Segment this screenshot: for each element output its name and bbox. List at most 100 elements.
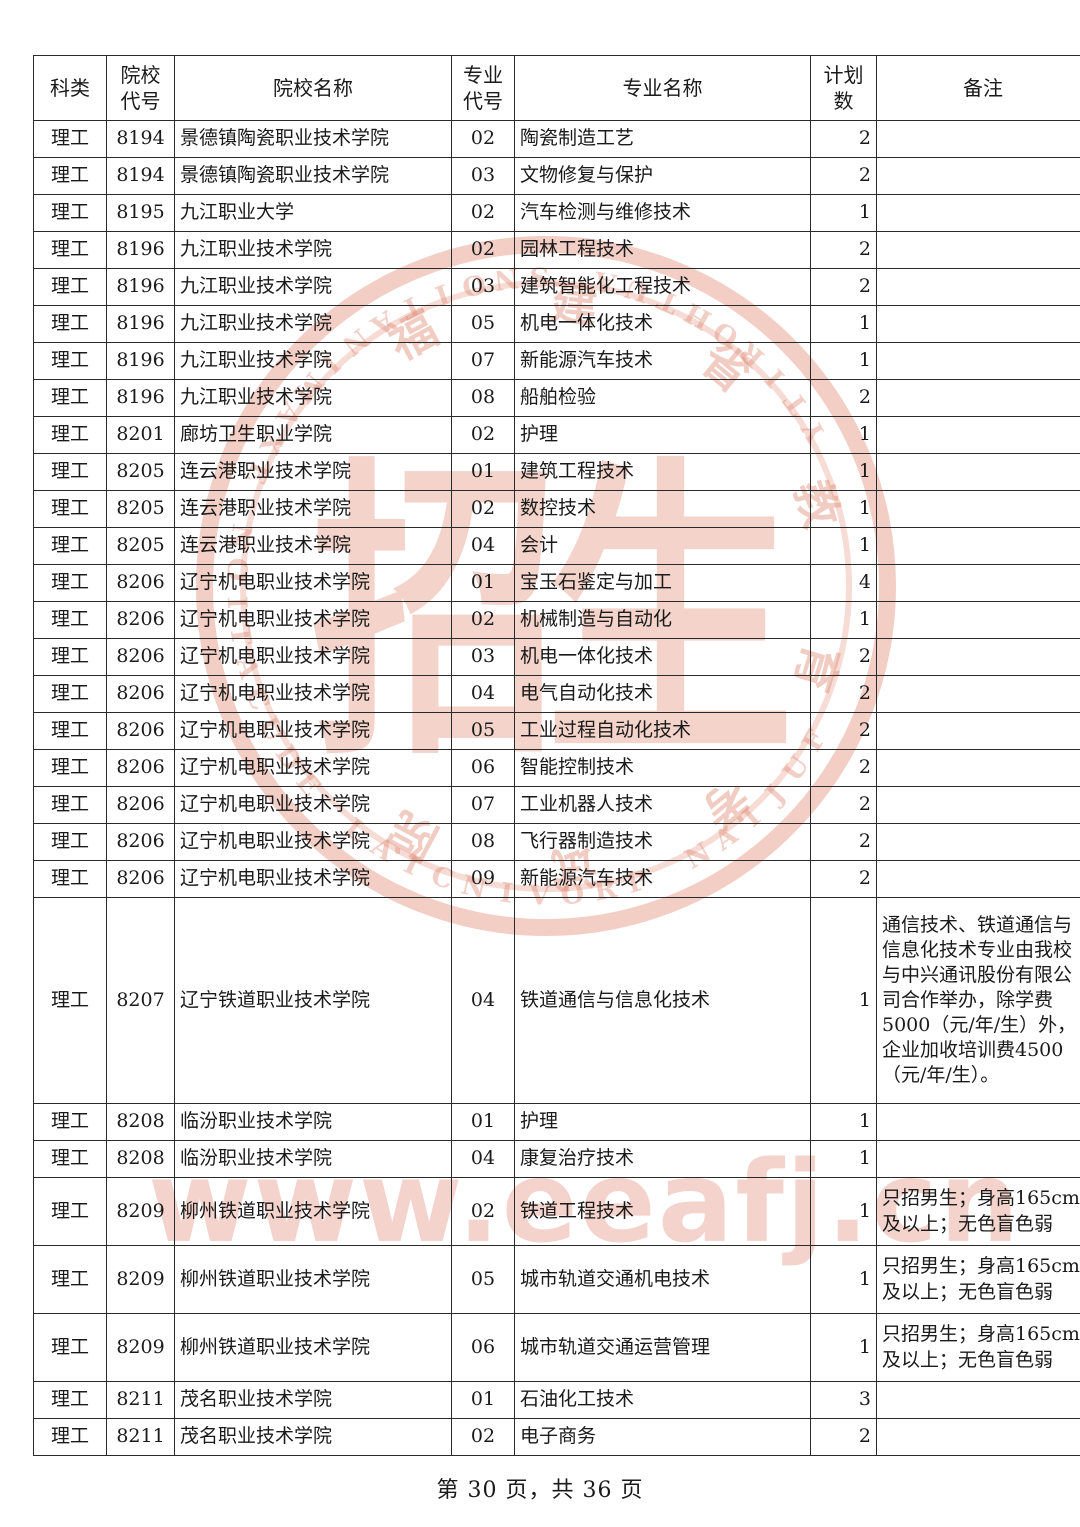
cell-major-name: 工业过程自动化技术 xyxy=(514,712,811,750)
cell-major-name-text: 汽车检测与维修技术 xyxy=(520,201,692,224)
cell-school-code-text: 8206 xyxy=(116,830,165,853)
cell-major-code-text: 03 xyxy=(470,645,496,668)
cell-school-name-text: 辽宁机电职业技术学院 xyxy=(180,608,371,631)
cell-subject: 理工 xyxy=(33,1140,107,1178)
cell-plan-count: 1 xyxy=(810,1177,877,1246)
cell-school-code-text: 8201 xyxy=(116,423,165,446)
cell-plan-count-text: 1 xyxy=(858,1199,871,1222)
cell-subject: 理工 xyxy=(33,194,107,232)
cell-plan-count: 1 xyxy=(810,601,877,639)
cell-school-code: 8196 xyxy=(106,268,175,306)
cell-major-name-text: 文物修复与保护 xyxy=(520,164,654,187)
column-header-remark: 备注 xyxy=(876,55,1080,121)
cell-school-code-text: 8206 xyxy=(116,867,165,890)
cell-plan-count-text: 1 xyxy=(858,1335,871,1358)
cell-school-name: 辽宁机电职业技术学院 xyxy=(174,638,452,676)
cell-plan-count-text: 2 xyxy=(858,645,871,668)
cell-major-code: 02 xyxy=(451,601,515,639)
cell-subject: 理工 xyxy=(33,1103,107,1141)
cell-subject-text: 理工 xyxy=(50,423,89,446)
cell-plan-count-text: 2 xyxy=(858,719,871,742)
cell-subject: 理工 xyxy=(33,675,107,713)
cell-major-code-text: 05 xyxy=(470,312,496,335)
cell-subject: 理工 xyxy=(33,897,107,1104)
cell-major-code-text: 08 xyxy=(470,386,496,409)
cell-plan-count: 1 xyxy=(810,453,877,491)
cell-remark-text: 只招男生；身高165cm及以上；无色盲色弱 xyxy=(882,1323,1080,1371)
cell-school-name: 九江职业技术学院 xyxy=(174,231,452,269)
cell-major-name-text: 宝玉石鉴定与加工 xyxy=(520,571,673,594)
cell-school-code: 8209 xyxy=(106,1313,175,1382)
cell-subject-text: 理工 xyxy=(50,830,89,853)
cell-subject-text: 理工 xyxy=(50,1425,89,1448)
cell-school-name: 辽宁机电职业技术学院 xyxy=(174,823,452,861)
table-row: 理工 8205 连云港职业技术学院 04 会计 1 xyxy=(33,527,1080,565)
cell-plan-count: 1 xyxy=(810,1140,877,1178)
cell-major-name-text: 建筑智能化工程技术 xyxy=(520,275,692,298)
cell-major-code-text: 01 xyxy=(470,1388,496,1411)
cell-major-code: 01 xyxy=(451,453,515,491)
cell-school-code: 8206 xyxy=(106,749,175,787)
cell-plan-count-text: 2 xyxy=(858,164,871,187)
cell-major-code: 05 xyxy=(451,1245,515,1314)
cell-major-name-text: 康复治疗技术 xyxy=(520,1147,635,1170)
cell-school-code-text: 8206 xyxy=(116,719,165,742)
cell-school-code-text: 8209 xyxy=(116,1335,165,1358)
cell-subject: 理工 xyxy=(33,379,107,417)
table-row: 理工 8206 辽宁机电职业技术学院 06 智能控制技术 2 xyxy=(33,749,1080,787)
cell-school-code: 8206 xyxy=(106,712,175,750)
cell-major-name: 石油化工技术 xyxy=(514,1381,811,1419)
table-row: 理工 8209 柳州铁道职业技术学院 05 城市轨道交通机电技术 1 只招男生；身高165c… xyxy=(33,1245,1080,1314)
cell-school-name-text: 景德镇陶瓷职业技术学院 xyxy=(180,164,390,187)
cell-school-name-text: 九江职业技术学院 xyxy=(180,312,333,335)
table-row: 理工 8196 九江职业技术学院 02 园林工程技术 2 xyxy=(33,231,1080,269)
cell-school-code-text: 8196 xyxy=(116,238,165,261)
cell-subject: 理工 xyxy=(33,1245,107,1314)
cell-remark xyxy=(876,1103,1080,1141)
cell-major-name-text: 电子商务 xyxy=(520,1425,597,1448)
cell-major-name: 智能控制技术 xyxy=(514,749,811,787)
cell-subject-text: 理工 xyxy=(50,1267,89,1290)
cell-school-name-text: 连云港职业技术学院 xyxy=(180,497,352,520)
cell-major-code: 04 xyxy=(451,675,515,713)
table-row: 理工 8206 辽宁机电职业技术学院 04 电气自动化技术 2 xyxy=(33,675,1080,713)
table-row: 理工 8206 辽宁机电职业技术学院 09 新能源汽车技术 2 xyxy=(33,860,1080,898)
cell-plan-count: 2 xyxy=(810,638,877,676)
column-header-major-name: 专业名称 xyxy=(514,55,811,121)
cell-remark xyxy=(876,823,1080,861)
cell-school-code-text: 8211 xyxy=(116,1425,165,1448)
cell-school-name: 九江职业大学 xyxy=(174,194,452,232)
cell-school-name-text: 茂名职业技术学院 xyxy=(180,1388,333,1411)
table-row: 理工 8207 辽宁铁道职业技术学院 04 铁道通信与信息化技术 1 通信技术、铁道通信与信… xyxy=(33,897,1080,1104)
cell-school-code-text: 8211 xyxy=(116,1388,165,1411)
cell-subject-text: 理工 xyxy=(50,386,89,409)
cell-major-name: 康复治疗技术 xyxy=(514,1140,811,1178)
table-row: 理工 8206 辽宁机电职业技术学院 08 飞行器制造技术 2 xyxy=(33,823,1080,861)
cell-school-code: 8211 xyxy=(106,1418,175,1456)
cell-school-name: 辽宁机电职业技术学院 xyxy=(174,860,452,898)
cell-plan-count-text: 1 xyxy=(858,497,871,520)
cell-subject: 理工 xyxy=(33,564,107,602)
cell-school-name-text: 连云港职业技术学院 xyxy=(180,460,352,483)
cell-school-code: 8206 xyxy=(106,638,175,676)
cell-remark xyxy=(876,1140,1080,1178)
cell-major-name: 铁道工程技术 xyxy=(514,1177,811,1246)
cell-school-code: 8205 xyxy=(106,527,175,565)
cell-plan-count-text: 1 xyxy=(858,534,871,557)
cell-subject: 理工 xyxy=(33,823,107,861)
cell-major-name: 飞行器制造技术 xyxy=(514,823,811,861)
cell-school-code-text: 8194 xyxy=(116,127,165,150)
cell-major-code-text: 01 xyxy=(470,1110,496,1133)
cell-plan-count: 1 xyxy=(810,1103,877,1141)
cell-major-name: 机械制造与自动化 xyxy=(514,601,811,639)
cell-school-code: 8194 xyxy=(106,120,175,158)
cell-major-name-text: 数控技术 xyxy=(520,497,597,520)
table-row: 理工 8196 九江职业技术学院 07 新能源汽车技术 1 xyxy=(33,342,1080,380)
cell-school-name: 连云港职业技术学院 xyxy=(174,490,452,528)
cell-school-name: 辽宁铁道职业技术学院 xyxy=(174,897,452,1104)
table-head: 科类 院校 代号 院校名称 专业 代号 专业名称 计划 数 备注 xyxy=(33,55,1080,121)
cell-school-name: 辽宁机电职业技术学院 xyxy=(174,749,452,787)
cell-major-name: 陶瓷制造工艺 xyxy=(514,120,811,158)
cell-plan-count: 2 xyxy=(810,231,877,269)
column-header-major-code-line2: 代号 xyxy=(463,89,503,113)
